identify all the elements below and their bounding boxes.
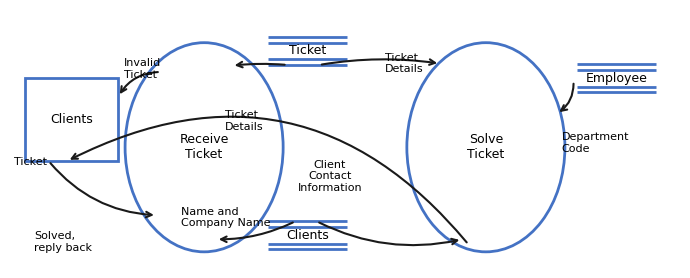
Text: Solved,
reply back: Solved, reply back xyxy=(34,231,92,253)
Text: Ticket: Ticket xyxy=(14,157,47,167)
Text: Receive
Ticket: Receive Ticket xyxy=(179,133,229,161)
Ellipse shape xyxy=(407,43,565,252)
Text: Name and
Company Name: Name and Company Name xyxy=(181,207,271,228)
Text: Solve
Ticket: Solve Ticket xyxy=(467,133,504,161)
Text: Employee: Employee xyxy=(586,72,647,85)
Text: Client
Contact
Information: Client Contact Information xyxy=(297,160,362,193)
Text: Invalid
Ticket: Invalid Ticket xyxy=(124,58,161,80)
Text: Department
Code: Department Code xyxy=(562,132,629,154)
Text: Ticket: Ticket xyxy=(288,44,326,58)
Text: Ticket
Details: Ticket Details xyxy=(385,53,424,74)
Text: Clients: Clients xyxy=(50,113,93,126)
Bar xyxy=(26,78,118,161)
Ellipse shape xyxy=(125,43,283,252)
Text: Ticket
Details: Ticket Details xyxy=(225,110,264,132)
Text: Clients: Clients xyxy=(286,229,328,242)
